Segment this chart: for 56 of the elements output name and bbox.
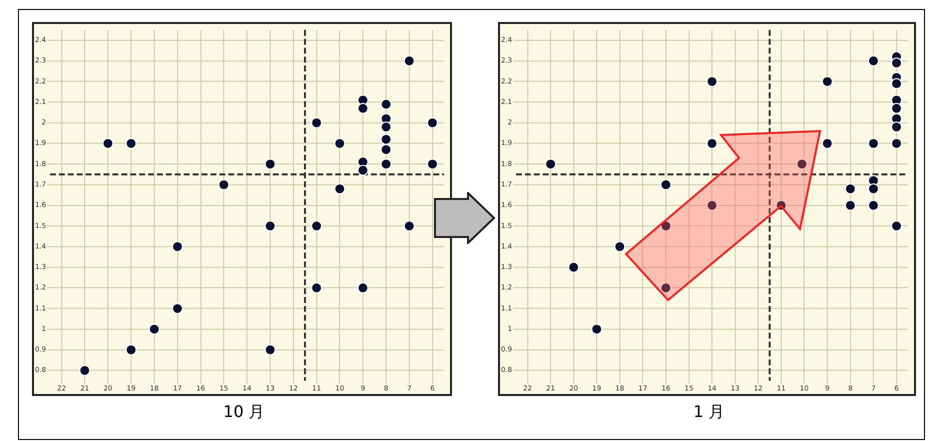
point bbox=[545, 158, 556, 170]
x-axis-title: 1 月 bbox=[692, 402, 726, 423]
point bbox=[380, 134, 392, 145]
point bbox=[102, 138, 114, 149]
point bbox=[380, 158, 392, 170]
point bbox=[822, 76, 833, 87]
point bbox=[148, 324, 160, 335]
point bbox=[660, 220, 672, 232]
point bbox=[172, 241, 183, 252]
point bbox=[891, 138, 902, 149]
point bbox=[172, 303, 183, 314]
point bbox=[891, 58, 902, 68]
point bbox=[796, 158, 808, 170]
point bbox=[591, 324, 602, 335]
point bbox=[357, 102, 368, 114]
point bbox=[380, 121, 392, 132]
point bbox=[218, 179, 230, 190]
point bbox=[311, 282, 322, 294]
point bbox=[427, 158, 438, 170]
point bbox=[844, 200, 856, 211]
point bbox=[822, 138, 833, 149]
point bbox=[706, 200, 718, 211]
point bbox=[380, 98, 392, 110]
point bbox=[568, 262, 580, 273]
point bbox=[660, 282, 672, 294]
point bbox=[357, 282, 368, 294]
point bbox=[334, 138, 346, 149]
point bbox=[427, 117, 438, 128]
point bbox=[706, 76, 718, 87]
point bbox=[264, 220, 276, 232]
point bbox=[264, 158, 276, 170]
point bbox=[891, 220, 902, 232]
point bbox=[334, 183, 346, 194]
point bbox=[404, 55, 415, 66]
point bbox=[868, 200, 879, 211]
point bbox=[891, 102, 902, 114]
point bbox=[264, 344, 276, 356]
point bbox=[868, 138, 879, 149]
point bbox=[660, 179, 672, 190]
point bbox=[311, 117, 322, 128]
point bbox=[404, 220, 415, 232]
point bbox=[868, 183, 879, 194]
point bbox=[891, 78, 902, 90]
point bbox=[868, 55, 879, 66]
point bbox=[311, 220, 322, 232]
point bbox=[380, 144, 392, 156]
point bbox=[706, 138, 718, 149]
point bbox=[776, 200, 787, 211]
point bbox=[357, 164, 368, 176]
point bbox=[126, 344, 137, 356]
point bbox=[844, 183, 856, 194]
x-axis-title: 10 月 bbox=[222, 402, 266, 423]
point bbox=[891, 121, 902, 132]
point bbox=[126, 138, 137, 149]
point bbox=[614, 241, 626, 252]
point bbox=[79, 364, 90, 376]
